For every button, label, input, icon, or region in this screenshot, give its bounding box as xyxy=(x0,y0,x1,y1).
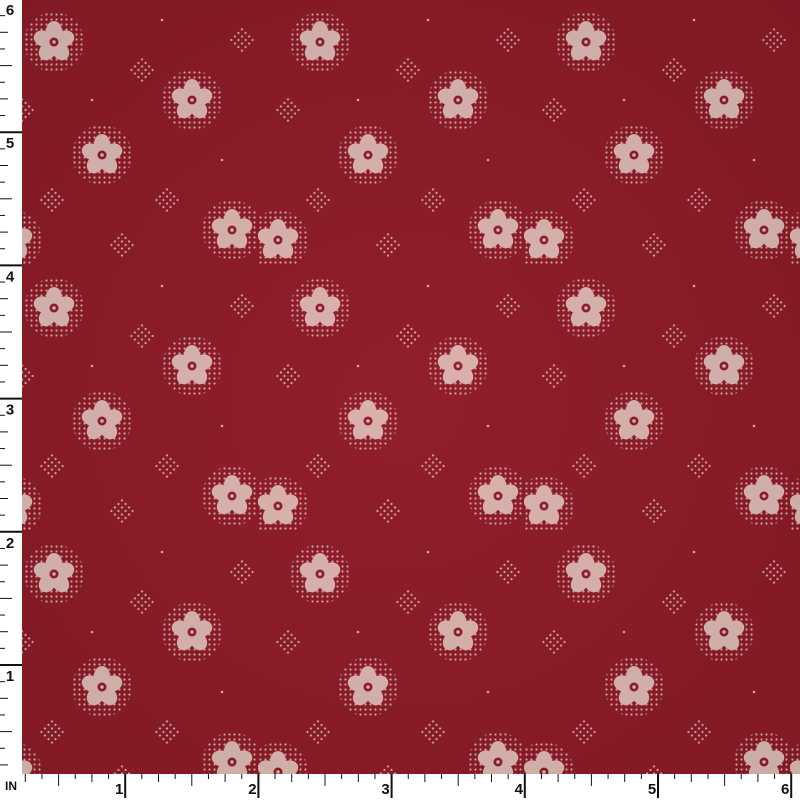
bottom-ruler-label: 5 xyxy=(648,781,656,798)
left-ruler xyxy=(0,0,22,800)
left-ruler-label: 1 xyxy=(6,668,14,685)
bottom-ruler-label: 2 xyxy=(248,781,256,798)
left-ruler-label: 3 xyxy=(6,402,14,419)
left-ruler-label: 6 xyxy=(6,2,14,19)
bottom-ruler-label: 3 xyxy=(381,781,389,798)
bottom-ruler xyxy=(0,774,800,800)
left-ruler-label: 2 xyxy=(6,535,14,552)
unit-label: IN xyxy=(5,779,17,793)
bottom-ruler-label: 6 xyxy=(781,781,789,798)
left-ruler-label: 5 xyxy=(6,135,14,152)
bottom-ruler-label: 1 xyxy=(115,781,123,798)
left-ruler-label: 4 xyxy=(6,268,15,285)
bottom-ruler-label: 4 xyxy=(515,781,524,798)
